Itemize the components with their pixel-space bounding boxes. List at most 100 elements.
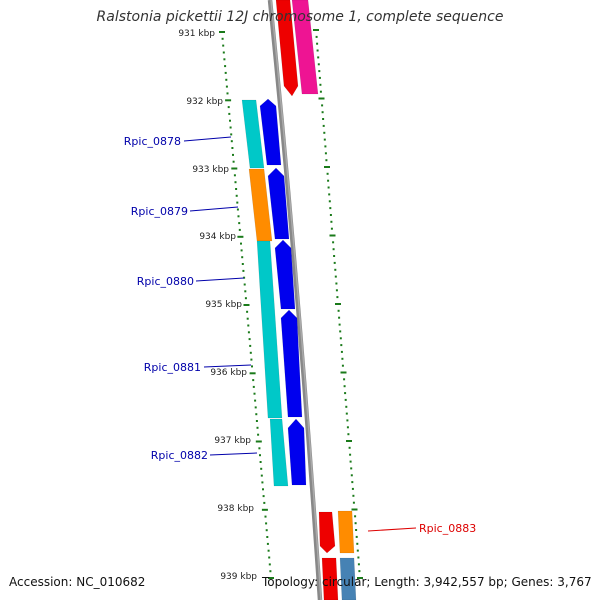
ruler-dot [246, 310, 249, 313]
ruler-major-tick [219, 31, 225, 33]
ruler-dot [240, 249, 243, 252]
ruler-dot [238, 222, 241, 225]
chromosome-backbone [267, 0, 323, 600]
ruler-dot [230, 140, 233, 143]
ruler-dot [339, 330, 342, 333]
ruler-dot [244, 290, 247, 293]
ruler-major-tick [268, 577, 274, 579]
ruler-dot [265, 529, 268, 532]
ruler-dot [327, 179, 330, 182]
ruler-major-tick [231, 167, 238, 170]
ruler-major-tick [225, 99, 232, 102]
leader-rpic-0883 [367, 527, 417, 532]
ruler-dot [354, 515, 357, 518]
ruler-dot [335, 282, 338, 285]
ruler-major-tick [357, 577, 363, 579]
ruler-dot [222, 51, 225, 54]
ruler-dot [349, 453, 352, 456]
ruler-dot [256, 426, 259, 429]
gene-label-rpic-0881[interactable]: Rpic_0881 [144, 361, 201, 374]
ruler-major-tick [249, 372, 256, 375]
ruler-dot [227, 106, 230, 109]
ruler-dot [352, 501, 355, 504]
ruler-dot [315, 35, 318, 38]
ruler-major-tick [313, 29, 319, 31]
gene-label-rpic-0878[interactable]: Rpic_0878 [124, 135, 181, 148]
ruler-dot [224, 71, 227, 74]
ruler-dot [251, 365, 253, 368]
ruler-label: 933 kbp [192, 165, 229, 175]
gene-rpic-0879-bar [248, 168, 273, 242]
ruler-dot [343, 385, 346, 388]
ruler-major-tick [261, 508, 268, 511]
ruler-dot [269, 570, 272, 573]
ruler-dot [232, 160, 235, 163]
ruler-dot [328, 200, 331, 203]
ruler-dot [222, 44, 225, 47]
ruler-dot [226, 92, 229, 95]
ruler-dot [328, 193, 331, 196]
ruler-dot [318, 76, 321, 79]
gene-label-rpic-0880[interactable]: Rpic_0880 [137, 275, 194, 288]
ruler-dot [235, 188, 238, 190]
ruler-dot [244, 297, 247, 300]
accession-text: Accession: NC_010682 [9, 575, 146, 589]
ruler-major-tick [318, 97, 325, 100]
ruler-dot [345, 405, 348, 408]
ruler-dot [334, 268, 337, 271]
ruler-dot [317, 56, 320, 59]
ruler-dot [229, 126, 232, 129]
ruler-dot [344, 398, 347, 401]
ruler-dot [332, 241, 335, 244]
page-title: Ralstonia pickettii 12J chromosome 1, co… [96, 9, 504, 25]
ruler-dot [230, 133, 233, 136]
ruler-dot [339, 337, 342, 340]
ruler-dot [341, 357, 344, 360]
ruler-dot [338, 323, 341, 326]
ruler-dot [357, 556, 360, 559]
ruler-dot [228, 112, 231, 115]
ruler-dot [340, 350, 343, 353]
gene-rpic-0882-bar [269, 418, 289, 487]
ruler-dot [234, 181, 237, 184]
ruler-label: 939 kbp [220, 572, 257, 582]
gene-label-rpic-0879[interactable]: Rpic_0879 [131, 205, 188, 218]
ruler-dot [324, 152, 327, 155]
ruler-dot [259, 454, 261, 457]
ruler-dot [255, 420, 258, 422]
blue-arrow-2 [267, 167, 290, 240]
ruler-label: 937 kbp [214, 436, 251, 446]
ruler-dot [329, 207, 332, 210]
ruler-dot [237, 215, 240, 218]
ruler-dot [249, 351, 252, 354]
ruler-dot [223, 58, 226, 61]
ruler-dot [336, 296, 339, 299]
ruler-dot [330, 227, 333, 230]
ruler-dot [335, 289, 338, 292]
ruler-dot [350, 467, 353, 470]
genome-stats-text: Topology: circular; Length: 3,942,557 bp… [262, 575, 592, 589]
gene-label-rpic-0883[interactable]: Rpic_0883 [419, 522, 476, 535]
ruler-dot [340, 344, 343, 347]
ruler-dot [333, 261, 336, 264]
feature-top-magenta [291, 0, 319, 95]
ruler-label: 931 kbp [178, 29, 215, 39]
gene-rpic-0878-bar [241, 99, 265, 169]
ruler-major-tick [340, 371, 347, 374]
ruler-dot [334, 275, 337, 278]
ruler-dot [249, 344, 252, 347]
ruler-dot [268, 556, 271, 559]
ruler-dot [345, 412, 348, 415]
ruler-dot [266, 536, 269, 538]
gene-label-rpic-0882[interactable]: Rpic_0882 [151, 449, 208, 462]
ruler-label: 938 kbp [217, 504, 254, 514]
ruler-dot [327, 186, 330, 189]
ruler-label: 936 kbp [210, 368, 247, 378]
ruler-dot [260, 467, 263, 470]
ruler-dot [236, 201, 239, 204]
blue-arrow-4 [280, 309, 303, 418]
ruler-dot [346, 419, 349, 422]
ruler-dot [252, 385, 255, 388]
ruler-dot [343, 378, 346, 381]
